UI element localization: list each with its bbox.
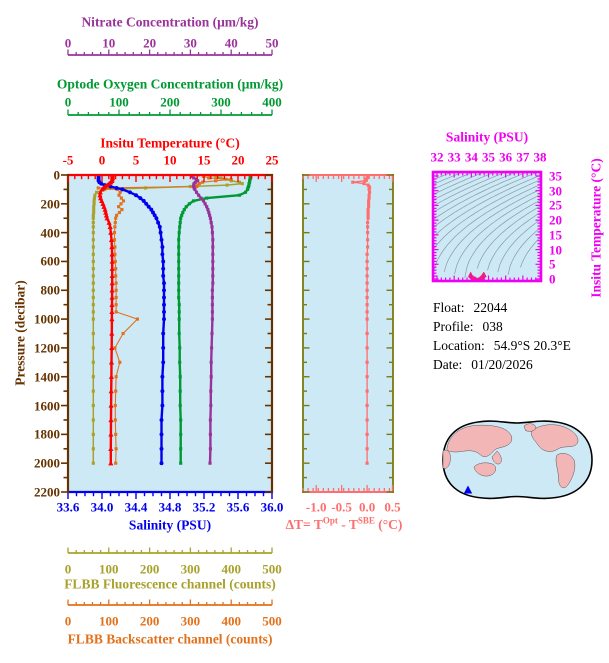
delta-title-part: - T [337, 517, 358, 532]
date-label: Date: [433, 357, 463, 372]
date-row: Date: 01/20/2026 [433, 357, 571, 373]
delta-title-part: (°C) [374, 517, 403, 532]
float-id-row: Float: 22044 [433, 300, 571, 316]
fluorescence-axis-title: FLBB Fluorescence channel (counts) [64, 576, 276, 592]
backscatter-axis-title: FLBB Backscatter channel (counts) [67, 631, 273, 647]
date-value: 01/20/2026 [471, 357, 533, 372]
location-label: Location: [433, 338, 485, 353]
delta-title-sup-opt: Opt [322, 515, 338, 526]
temperature-axis-title: Insitu Temperature (°C) [100, 135, 240, 151]
location-value: 54.9°S 20.3°E [493, 338, 571, 353]
pressure-axis-title: Pressure (decibar) [12, 280, 28, 386]
ts-temperature-axis-title: Insitu Temperature (°C) [588, 158, 604, 298]
delta-axis-title: ΔT= TOpt - TSBE (°C) [285, 515, 403, 532]
salinity-axis-title: Salinity (PSU) [128, 517, 212, 533]
float-id-label: Float: [433, 300, 465, 315]
profile-series-layer [91, 175, 253, 466]
nitrate-axis-title: Nitrate Concentration (μm/kg) [81, 14, 259, 30]
delta-t-series-layer [351, 175, 372, 465]
delta-title-part: ΔT= T [285, 517, 323, 532]
profile-value: 038 [482, 319, 503, 334]
ts-salinity-axis-title: Salinity (PSU) [445, 129, 529, 145]
float-info-block: Float: 22044 Profile: 038 Location: 54.9°S … [433, 300, 571, 376]
float-position-marker [463, 485, 473, 494]
oxygen-axis-title: Optode Oxygen Concentration (μm/kg) [56, 76, 284, 92]
location-row: Location: 54.9°S 20.3°E [433, 338, 571, 354]
profile-row: Profile: 038 [433, 319, 571, 335]
profile-label: Profile: [433, 319, 474, 334]
world-map [442, 420, 593, 500]
delta-title-sup-sbe: SBE [357, 515, 375, 526]
float-id-value: 22044 [473, 300, 508, 315]
